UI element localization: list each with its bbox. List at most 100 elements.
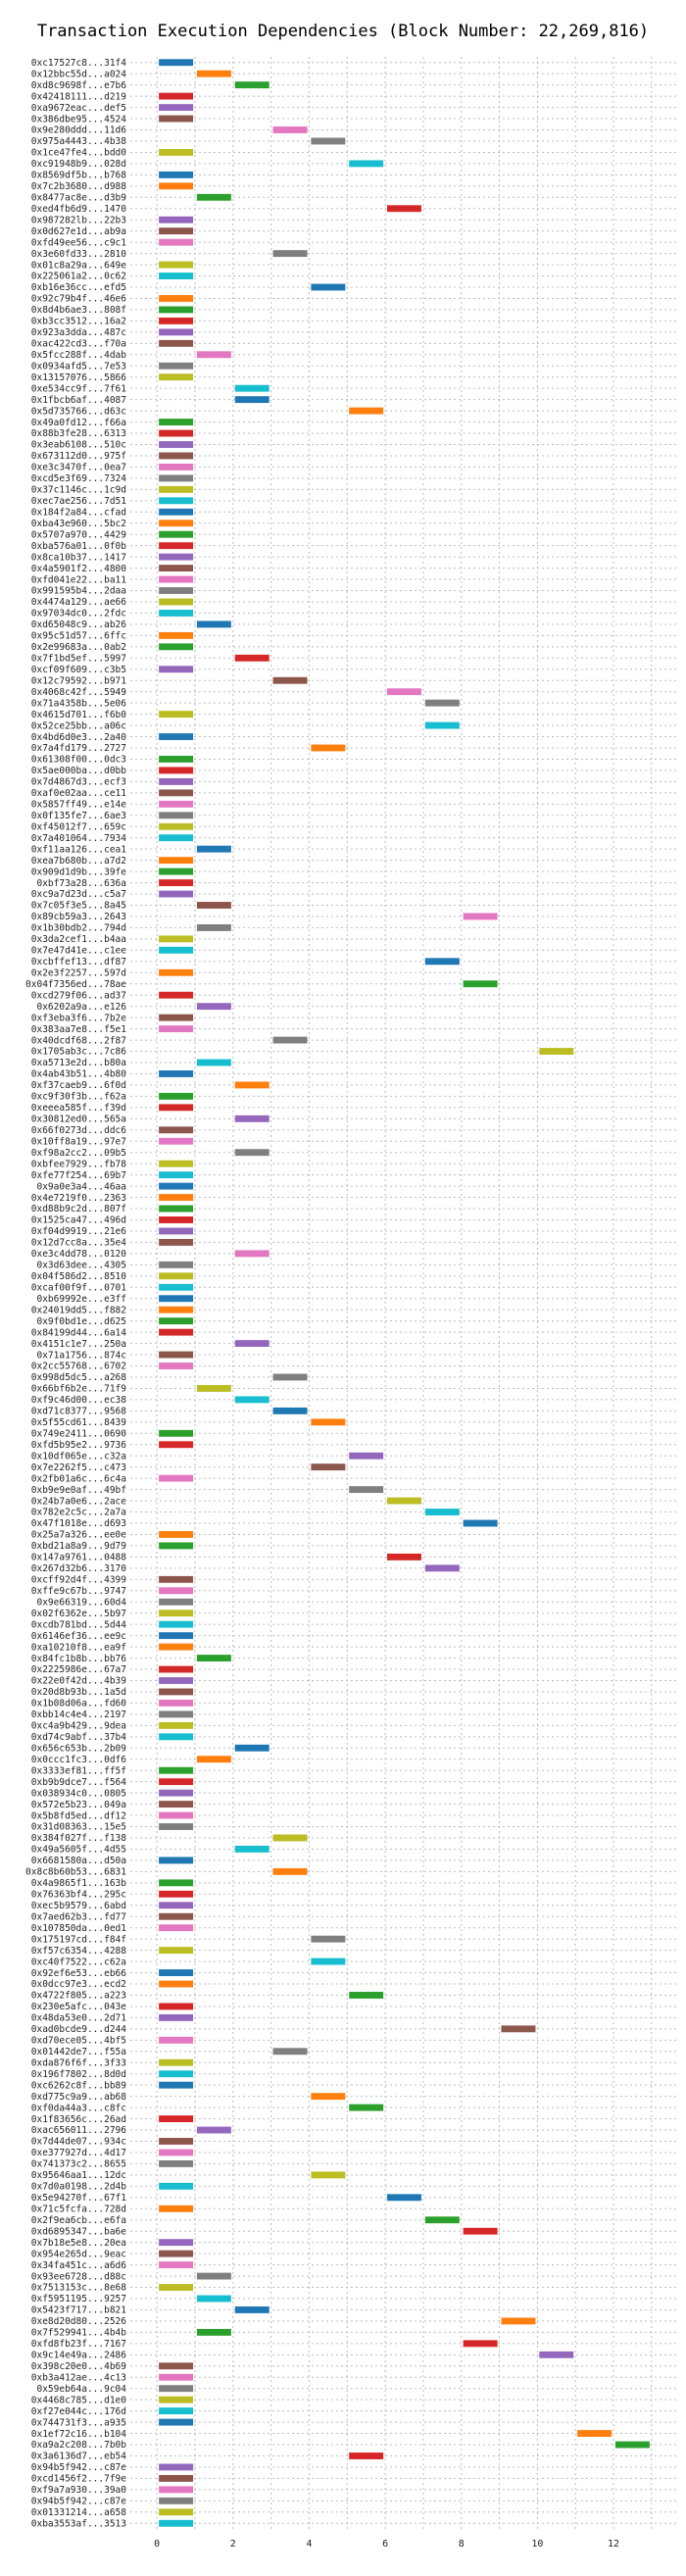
tx-label: 0x7d0a0198...2d4b: [31, 2182, 127, 2193]
tx-bar: [159, 104, 194, 112]
tx-bar: [159, 92, 194, 100]
tx-bar: [387, 688, 421, 696]
tx-bar: [159, 474, 194, 482]
tx-bar: [272, 676, 308, 684]
tx-bar: [159, 2013, 194, 2021]
tx-bar: [159, 1688, 194, 1696]
tx-label: 0x89cb59a3...2643: [31, 912, 126, 922]
tx-bar: [311, 1463, 346, 1471]
tx-label: 0x37c1146c...1c9d: [31, 485, 126, 496]
tx-label: 0x9e280ddd...11d6: [31, 125, 127, 136]
tx-bar: [159, 2239, 194, 2247]
tx-bar: [159, 631, 194, 639]
tx-label: 0x0934afd5...7e53: [31, 361, 126, 372]
tx-bar: [196, 351, 231, 359]
tx-label: 0x383aa7e8...f5e1: [31, 1024, 127, 1035]
tx-bar: [159, 2261, 194, 2269]
tx-label: 0xcd1456f2...7f9e: [31, 2474, 127, 2485]
tx-bar: [196, 1756, 231, 1763]
tx-bar: [159, 867, 194, 875]
tx-bar: [159, 1699, 194, 1707]
tx-label: 0x7f1bd5ef...5997: [31, 654, 126, 665]
tx-label: 0x24b7a0e6...2ace: [31, 1496, 127, 1507]
tx-bar: [159, 1227, 194, 1235]
tx-bar: [159, 1295, 194, 1303]
tx-label: 0x3d63dee...4305: [36, 1261, 126, 1271]
tx-bar: [311, 283, 346, 291]
tx-bar: [272, 2048, 308, 2056]
tx-label: 0xeeea585f...f39d: [31, 1103, 126, 1114]
tx-label: 0x782e2c5c...2a7a: [31, 1508, 126, 1518]
tx-label: 0x71a1756...874c: [36, 1350, 126, 1361]
tx-label: 0x7e47d41e...c1ee: [31, 946, 127, 957]
tx-bar: [349, 1992, 384, 1999]
tx-label: 0xcff92d4f...4399: [31, 1575, 127, 1586]
tx-label: 0x4068c42f...5949: [31, 687, 127, 698]
tx-bar: [159, 1362, 194, 1369]
tx-bar: [234, 1250, 270, 1258]
tx-label: 0x7d4867d3...ecf3: [31, 777, 126, 788]
tx-bar: [159, 2497, 194, 2504]
tx-label: 0xb16e36cc...efd5: [31, 282, 126, 293]
tx-label: 0x20d8b93b...1a5d: [31, 1687, 126, 1698]
tx-label: 0x0d627e1d...ab9a: [31, 226, 126, 237]
tx-label: 0x92c79b4f...46e6: [31, 294, 127, 305]
tx-bar: [159, 530, 194, 538]
tx-label: 0x49a5605f...4d55: [31, 1845, 126, 1856]
tx-bar: [159, 733, 194, 740]
tx-label: 0x10df065e...c32a: [31, 1451, 126, 1461]
tx-bar: [159, 441, 194, 448]
tx-label: 0xd88b9c2d...807f: [31, 1204, 126, 1214]
tx-label: 0xcd279f06...ad37: [31, 990, 126, 1001]
tx-label: 0x4e7219f0...2363: [31, 1193, 126, 1204]
tx-bar: [159, 789, 194, 797]
tx-label: 0x9e66319...60d4: [36, 1597, 126, 1608]
tx-bar: [159, 1205, 194, 1213]
tx-bar: [159, 1947, 194, 1955]
tx-label: 0x52ce25bb...a06c: [31, 720, 126, 731]
tx-bar: [234, 396, 270, 404]
tx-bar: [234, 2306, 270, 2313]
tx-bar: [159, 2204, 194, 2212]
tx-label: 0x34fa451c...a6d6: [31, 2260, 127, 2271]
tx-bar: [349, 1486, 384, 1494]
tx-label: 0xa9a2c208...7b0b: [31, 2440, 127, 2451]
tx-label: 0x673112d0...975f: [31, 451, 126, 462]
tx-bar: [234, 1115, 270, 1122]
tx-label: 0x7f529941...4b4b: [31, 2328, 127, 2339]
tx-label: 0xac422cd3...f70a: [31, 339, 126, 350]
tx-bar: [234, 1396, 270, 1404]
tx-label: 0x749e2411...0690: [31, 1428, 127, 1439]
tx-label: 0x3a6136d7...eb54: [31, 2452, 127, 2462]
tx-bar: [159, 1969, 194, 1976]
tx-label: 0xfd49ee56...c9c1: [31, 237, 127, 248]
tx-label: 0x01442de7...f55a: [31, 2047, 126, 2057]
tx-bar: [159, 1104, 194, 1112]
tx-bar: [159, 1351, 194, 1359]
tx-label: 0x7b18e5e8...20ea: [31, 2238, 126, 2249]
tx-bar: [159, 1317, 194, 1325]
tx-label: 0xe534cc9f...7f61: [31, 383, 127, 394]
tx-label: 0x3da2cef1...b4aa: [31, 934, 126, 945]
tx-label: 0xaf0e02aa...ce11: [31, 788, 127, 799]
tx-label: 0x47f1018e...d693: [31, 1518, 126, 1529]
tx-label: 0xba3553af...3513: [31, 2518, 126, 2529]
tx-bar: [159, 1126, 194, 1134]
tx-bar: [159, 1272, 194, 1280]
tx-label: 0x3333ef81...ff5f: [31, 1765, 126, 1776]
tx-label: 0x9a0e3a4...46aa: [36, 1181, 126, 1192]
tx-label: 0xd71c8377...9568: [31, 1407, 127, 1417]
tx-label: 0x30812ed0...565a: [31, 1115, 126, 1125]
tx-label: 0x04f7356ed...78ae: [25, 979, 126, 990]
tx-bar: [614, 2441, 650, 2449]
tx-label: 0xf0da44a3...c8fc: [31, 2103, 126, 2113]
tx-bar: [159, 1575, 194, 1583]
tx-label: 0xfd5b95e2...9736: [31, 1440, 127, 1451]
tx-bar: [159, 1801, 194, 1808]
tx-bar: [159, 1710, 194, 1718]
tx-label: 0x7a401064...7934: [31, 833, 127, 844]
tx-bar: [159, 1677, 194, 1684]
tx-label: 0xed4fb6d9...1470: [31, 204, 127, 215]
tx-label: 0x923a3dda...487c: [31, 327, 126, 338]
tx-bar: [539, 1048, 574, 1055]
